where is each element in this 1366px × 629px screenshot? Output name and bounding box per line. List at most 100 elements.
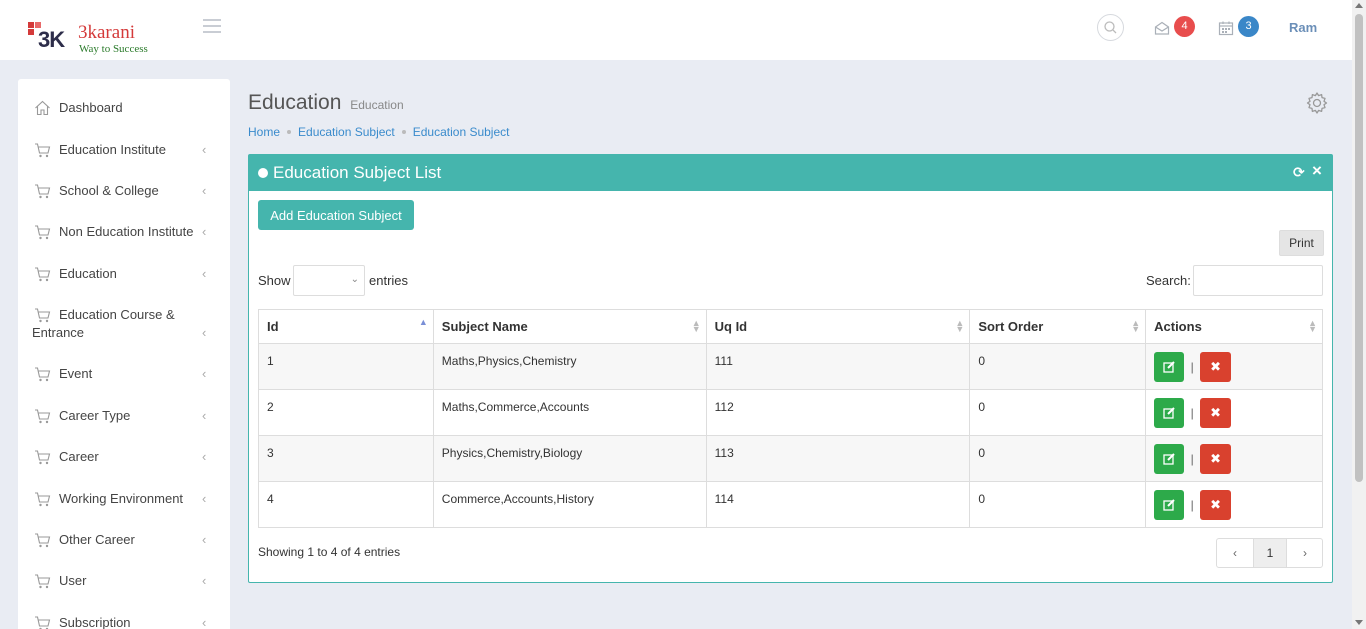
chevron-left-icon: ‹ (202, 183, 207, 198)
breadcrumb: Home Education Subject Education Subject (248, 125, 509, 139)
sidebar-item-label: Working Environment (59, 491, 184, 506)
subject-list-panel: Education Subject List ⟳ × Add Education… (248, 154, 1333, 583)
cart-icon (35, 616, 51, 629)
cell-subject-name: Maths,Physics,Chemistry (432, 343, 707, 390)
column-header-sort-order[interactable]: Sort Order ▲ ▼ (969, 309, 1147, 344)
table-row: 2 Maths,Commerce,Accounts 112 0 | ✖ (258, 389, 1323, 436)
cell-subject-name: Maths,Commerce,Accounts (432, 389, 707, 436)
logo-brand: 3karani (78, 22, 135, 43)
chevron-left-icon: ‹ (202, 532, 207, 547)
sidebar-item-label: Subscription (59, 615, 131, 629)
sidebar-item-label: Education (59, 266, 117, 281)
menu-toggle-icon[interactable] (203, 19, 221, 33)
cell-actions: | ✖ (1145, 435, 1323, 482)
column-header-id[interactable]: Id ▲ (258, 309, 434, 344)
edit-icon (1163, 453, 1175, 465)
entries-per-page-select[interactable]: ⌄ (293, 265, 365, 296)
scroll-up-icon[interactable] (1355, 3, 1363, 8)
sidebar-item-label: Career (59, 449, 99, 464)
sidebar-item-label: Dashboard (59, 100, 123, 115)
scroll-down-icon[interactable] (1355, 620, 1363, 625)
edit-icon (1163, 361, 1175, 373)
action-separator: | (1190, 498, 1194, 512)
delete-icon: ✖ (1210, 497, 1222, 512)
calendar-count-badge: 3 (1238, 16, 1259, 37)
edit-icon (1163, 407, 1175, 419)
table-row: 3 Physics,Chemistry,Biology 113 0 | ✖ (258, 435, 1323, 482)
page-subtitle: Education (350, 98, 404, 112)
sidebar-item-label: Education Institute (59, 142, 166, 157)
search-input[interactable] (1193, 265, 1323, 296)
edit-button[interactable] (1154, 352, 1185, 382)
cart-icon (35, 225, 51, 240)
cell-subject-name: Commerce,Accounts,History (432, 481, 707, 528)
entries-label: entries (369, 273, 409, 288)
sidebar-item-label: Education Course & (59, 307, 175, 322)
breadcrumb-separator (401, 130, 406, 134)
delete-button[interactable]: ✖ (1200, 444, 1232, 474)
edit-button[interactable] (1154, 490, 1185, 520)
cell-sort-order: 0 (969, 343, 1147, 390)
pagination-page-button[interactable]: 1 (1254, 539, 1287, 567)
pagination-prev-button[interactable]: ‹ (1217, 539, 1254, 567)
cart-icon (35, 308, 51, 323)
cart-icon (35, 367, 51, 382)
chevron-left-icon: ‹ (202, 449, 207, 464)
mail-button[interactable] (1154, 20, 1170, 41)
breadcrumb-current[interactable]: Education Subject (412, 125, 510, 139)
add-education-subject-button[interactable]: Add Education Subject (258, 200, 414, 230)
sidebar-item-label: Other Career (59, 532, 135, 547)
chevron-down-icon: ⌄ (350, 274, 359, 285)
delete-button[interactable]: ✖ (1200, 352, 1232, 382)
show-label: Show (258, 273, 291, 288)
mail-count-badge: 4 (1174, 16, 1195, 37)
sidebar-item-education-course-entrance[interactable]: Education Course & Entrance ‹ (32, 307, 222, 347)
action-separator: | (1190, 406, 1194, 420)
chevron-left-icon: ‹ (202, 408, 207, 423)
cell-id: 1 (258, 343, 434, 390)
delete-button[interactable]: ✖ (1200, 398, 1232, 428)
cell-actions: | ✖ (1145, 389, 1323, 436)
column-header-subject-name[interactable]: Subject Name ▲ ▼ (432, 309, 707, 344)
header-search-button[interactable] (1097, 14, 1124, 41)
calendar-button[interactable] (1218, 20, 1234, 41)
sidebar-item-label: School & College (59, 183, 159, 198)
cell-actions: | ✖ (1145, 343, 1323, 390)
column-header-uq-id[interactable]: Uq Id ▲ ▼ (705, 309, 971, 344)
chevron-left-icon: ‹ (202, 366, 207, 381)
sort-icon: ▲ ▼ (1308, 318, 1317, 334)
mail-icon (1154, 21, 1170, 35)
delete-icon: ✖ (1210, 451, 1222, 466)
page-title-text: Education (248, 91, 342, 114)
delete-button[interactable]: ✖ (1200, 490, 1232, 520)
cart-icon (35, 143, 51, 158)
panel-title: Education Subject List (273, 163, 442, 182)
logo[interactable]: 3K 3karani Way to Success (28, 22, 158, 56)
sort-icon: ▲ ▼ (1131, 318, 1141, 334)
user-menu[interactable]: Ram (1289, 20, 1318, 35)
refresh-icon[interactable]: ⟳ (1293, 164, 1305, 180)
table-row: 4 Commerce,Accounts,History 114 0 | ✖ (258, 481, 1323, 528)
print-button[interactable]: Print (1279, 230, 1324, 256)
breadcrumb-home[interactable]: Home (248, 125, 281, 139)
sidebar-item-label: Entrance (32, 325, 85, 340)
cell-id: 2 (258, 389, 434, 436)
settings-button[interactable] (1305, 91, 1329, 120)
breadcrumb-separator (287, 130, 292, 134)
column-header-actions[interactable]: Actions ▲ ▼ (1145, 309, 1323, 344)
cart-icon (35, 267, 51, 282)
logo-square (35, 22, 41, 28)
sidebar-item-label: Event (59, 366, 93, 381)
breadcrumb-education-subject[interactable]: Education Subject (298, 125, 395, 139)
page-scrollbar[interactable] (1352, 0, 1366, 629)
chevron-left-icon: ‹ (202, 491, 207, 506)
top-header: 3K 3karani Way to Success 4 3 Ram (0, 0, 1352, 60)
edit-button[interactable] (1154, 444, 1185, 474)
pagination-next-button[interactable]: › (1303, 546, 1307, 560)
showing-entries-text: Showing 1 to 4 of 4 entries (258, 545, 401, 559)
sidebar-item-label: Non Education Institute (59, 224, 194, 239)
scrollbar-thumb[interactable] (1355, 14, 1363, 482)
edit-button[interactable] (1154, 398, 1185, 428)
close-icon[interactable]: × (1312, 161, 1322, 180)
cell-sort-order: 0 (969, 481, 1147, 528)
